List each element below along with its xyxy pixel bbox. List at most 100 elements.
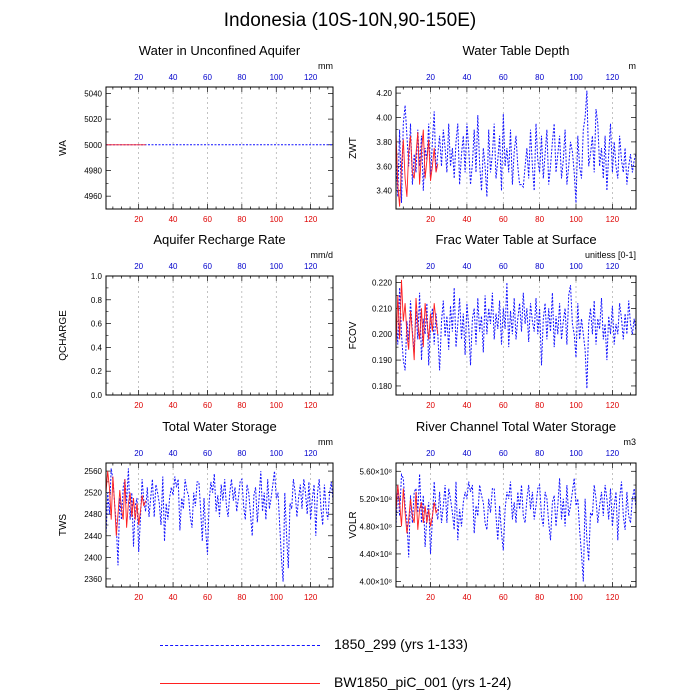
series-line-1850-299 (396, 90, 636, 203)
series-line-bw1850 (106, 471, 147, 536)
legend: 1850_299 (yrs 1-133) BW1850_piC_001 (yrs… (160, 636, 680, 696)
y-tick-label: 0.8 (91, 296, 103, 305)
x-tick-label-top: 120 (304, 449, 318, 458)
chart-panel-fcov: Frac Water Table at Surface unitless [0-1… (348, 232, 637, 410)
y-tick-label: 0.0 (91, 391, 103, 400)
x-tick-label-top: 40 (462, 449, 471, 458)
x-tick-label-top: 60 (203, 73, 212, 82)
x-tick-label-top: 120 (304, 262, 318, 271)
x-tick-label-bottom: 100 (270, 401, 284, 410)
series-line-bw1850 (396, 279, 439, 361)
x-tick-label-bottom: 20 (426, 215, 435, 224)
x-tick-label-top: 40 (462, 262, 471, 271)
y-tick-label: 4.40×10⁸ (359, 550, 392, 559)
y-tick-label: 2400 (84, 553, 102, 562)
x-tick-label-bottom: 120 (304, 215, 318, 224)
x-tick-label-bottom: 100 (569, 215, 583, 224)
x-tick-label-bottom: 100 (569, 593, 583, 602)
x-tick-label-top: 20 (426, 449, 435, 458)
units-label: mm/d (311, 250, 334, 260)
x-tick-label-top: 120 (606, 73, 620, 82)
y-axis-label: TWS (58, 514, 69, 537)
y-tick-label: 5020 (84, 115, 102, 124)
units-label: mm (318, 437, 333, 447)
plot-frame (395, 86, 637, 210)
plot-frame (105, 462, 334, 588)
x-tick-label-top: 100 (270, 449, 284, 458)
x-tick-label-bottom: 40 (169, 593, 178, 602)
legend-entry-bw1850: BW1850_piC_001 (yrs 1-24) (160, 674, 680, 694)
x-tick-label-bottom: 60 (499, 215, 508, 224)
units-label: mm (318, 61, 333, 71)
y-tick-label: 4.00 (376, 114, 392, 123)
x-tick-label-bottom: 120 (606, 593, 620, 602)
units-label: unitless [0-1] (585, 250, 636, 260)
y-tick-label: 2480 (84, 510, 102, 519)
y-tick-label: 5.20×10⁸ (359, 495, 392, 504)
plot-frame (395, 462, 637, 588)
y-axis-label: VOLR (348, 511, 359, 538)
x-tick-label-bottom: 80 (237, 401, 246, 410)
legend-line-solid-red (160, 683, 320, 684)
x-tick-label-top: 80 (535, 262, 544, 271)
x-tick-label-bottom: 20 (134, 215, 143, 224)
y-tick-label: 4.80×10⁸ (359, 522, 392, 531)
y-tick-label: 2440 (84, 532, 102, 541)
chart-panel-qcharge: Aquifer Recharge Rate mm/d QCHARGE 20 20 40 40… (58, 232, 334, 410)
x-tick-label-bottom: 100 (270, 215, 284, 224)
y-tick-label: 4.00×10⁸ (359, 577, 392, 586)
y-tick-label: 5.60×10⁸ (359, 467, 392, 476)
x-tick-label-bottom: 80 (237, 215, 246, 224)
panel-title: Water Table Depth (463, 43, 570, 58)
x-tick-label-bottom: 20 (426, 401, 435, 410)
x-tick-label-top: 60 (203, 449, 212, 458)
y-tick-label: 4960 (84, 192, 102, 201)
legend-line-dashed-blue (160, 645, 320, 646)
panel-title: Total Water Storage (162, 419, 276, 434)
x-tick-label-bottom: 40 (462, 215, 471, 224)
y-tick-label: 0.220 (372, 278, 393, 287)
x-tick-label-top: 120 (606, 449, 620, 458)
y-axis-label: QCHARGE (58, 310, 69, 361)
x-tick-label-top: 100 (569, 262, 583, 271)
y-tick-label: 3.60 (376, 162, 392, 171)
x-tick-label-bottom: 80 (237, 593, 246, 602)
x-tick-label-bottom: 60 (499, 593, 508, 602)
series-line-1850-299 (106, 468, 333, 582)
panel-title: River Channel Total Water Storage (416, 419, 616, 434)
y-axis-label: WA (58, 140, 69, 156)
x-tick-label-bottom: 100 (270, 593, 284, 602)
chart-panel-tws: Total Water Storage mm TWS 20 20 40 40 60 60 80 80… (58, 419, 334, 602)
y-tick-label: 1.0 (91, 272, 103, 281)
x-tick-label-bottom: 120 (606, 401, 620, 410)
x-tick-label-bottom: 120 (304, 401, 318, 410)
x-tick-label-bottom: 80 (535, 215, 544, 224)
x-tick-label-bottom: 40 (169, 401, 178, 410)
panel-title: Frac Water Table at Surface (435, 232, 596, 247)
x-tick-label-top: 80 (237, 449, 246, 458)
x-tick-label-bottom: 60 (203, 593, 212, 602)
y-axis-label: FCOV (348, 321, 359, 349)
y-tick-label: 3.80 (376, 138, 392, 147)
x-tick-label-bottom: 20 (426, 593, 435, 602)
units-label: m3 (623, 437, 636, 447)
x-tick-label-bottom: 60 (203, 401, 212, 410)
y-tick-label: 0.200 (372, 330, 393, 339)
x-tick-label-top: 20 (134, 449, 143, 458)
x-tick-label-top: 20 (134, 262, 143, 271)
x-tick-label-top: 80 (237, 73, 246, 82)
x-tick-label-bottom: 60 (203, 215, 212, 224)
figure-title: Indonesia (10S-10N,90-150E) (223, 10, 477, 31)
x-tick-label-bottom: 100 (569, 401, 583, 410)
plot-frame (395, 275, 637, 396)
y-tick-label: 4.20 (376, 89, 392, 98)
legend-label: BW1850_piC_001 (yrs 1-24) (334, 674, 512, 690)
y-tick-label: 4980 (84, 166, 102, 175)
x-tick-label-top: 20 (426, 262, 435, 271)
chart-panel-wa: Water in Unconfined Aquifer mm WA 20 20 40 40 6… (58, 43, 334, 224)
x-tick-label-bottom: 40 (169, 215, 178, 224)
x-tick-label-top: 60 (499, 449, 508, 458)
legend-entry-1850-299: 1850_299 (yrs 1-133) (160, 636, 680, 656)
x-tick-label-top: 40 (169, 449, 178, 458)
